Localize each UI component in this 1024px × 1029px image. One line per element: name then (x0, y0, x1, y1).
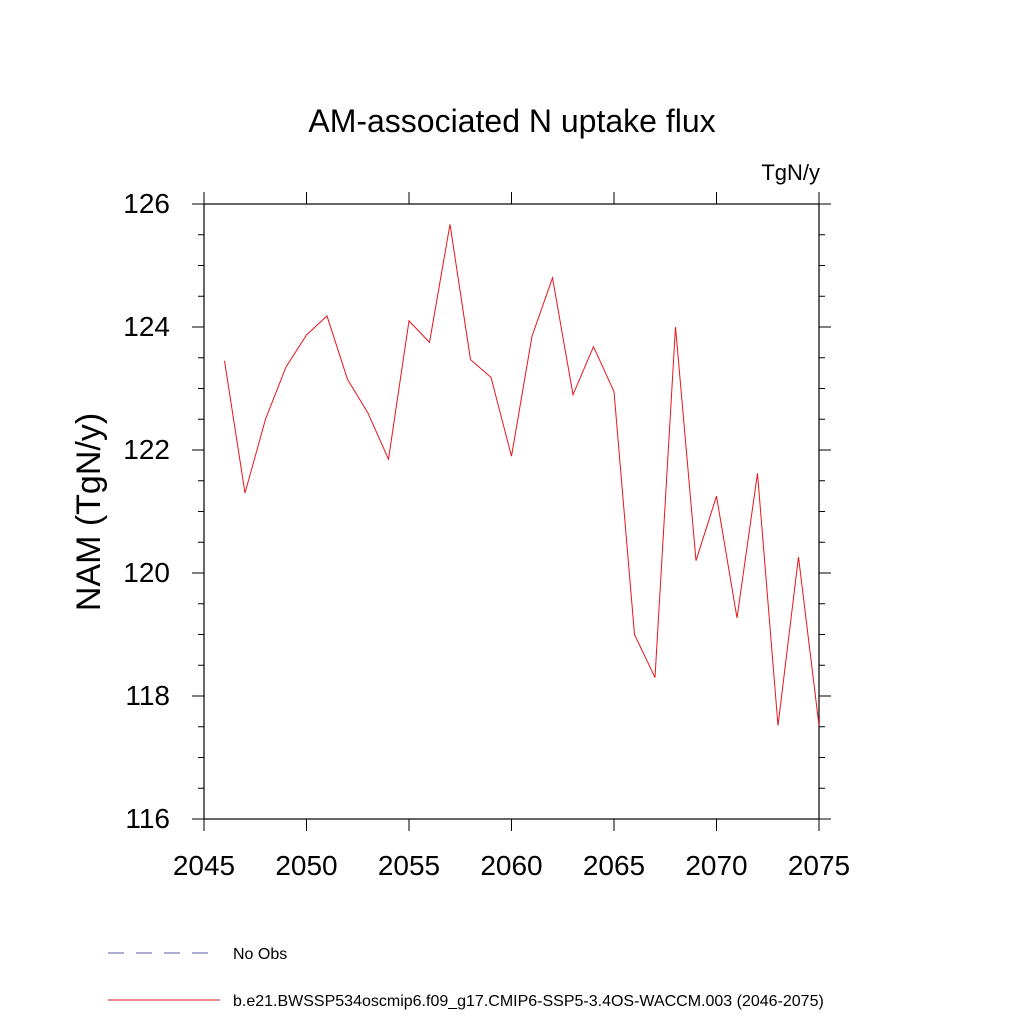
y-tick-label: 124 (123, 311, 170, 342)
y-tick-label: 122 (123, 434, 170, 465)
legend-label-model: b.e21.BWSSP534oscmip6.f09_g17.CMIP6-SSP5… (233, 993, 824, 1010)
y-tick-label: 126 (123, 188, 170, 219)
legend-label-no-obs: No Obs (233, 946, 287, 963)
x-tick-label: 2070 (685, 850, 747, 881)
x-tick-label: 2065 (583, 850, 645, 881)
y-tick-label: 118 (125, 680, 170, 711)
x-tick-label: 2050 (275, 850, 337, 881)
legend: No Obs b.e21.BWSSP534oscmip6.f09_g17.CMI… (108, 946, 824, 1010)
units-label: TgN/y (761, 160, 820, 185)
series-line (225, 224, 820, 725)
chart-title: AM-associated N uptake flux (308, 103, 715, 139)
x-tick-label: 2055 (378, 850, 440, 881)
x-tick-label: 2045 (173, 850, 235, 881)
y-tick-label: 120 (123, 557, 170, 588)
x-tick-label: 2060 (480, 850, 542, 881)
plot-frame (204, 204, 819, 819)
series-layer (224, 224, 819, 725)
y-tick-label: 116 (125, 803, 170, 834)
x-tick-label: 2075 (788, 850, 850, 881)
y-axis-label: NAM (TgN/y) (70, 413, 108, 611)
axis-ticks: 2045 2050 2055 2060 2065 2070 2075 116 118 120 122… (123, 188, 850, 881)
